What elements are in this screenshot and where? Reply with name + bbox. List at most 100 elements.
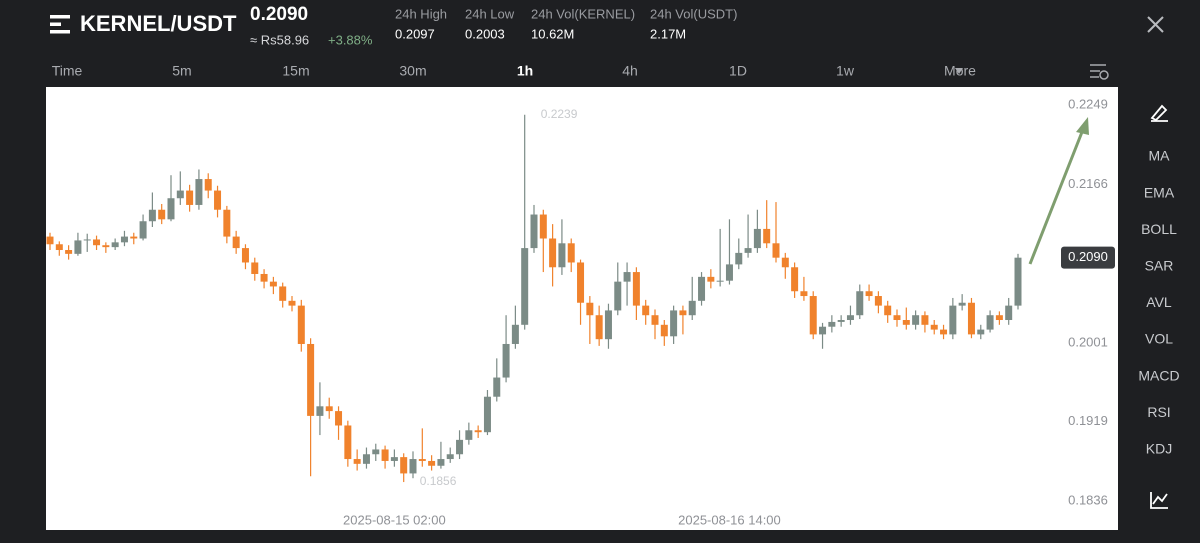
- indicator[interactable]: EMA: [1144, 184, 1175, 200]
- extreme-label: 0.1856: [420, 474, 457, 488]
- extreme-label: 0.2239: [541, 107, 578, 121]
- timeframe[interactable]: 30m: [399, 63, 426, 79]
- candle-body: [102, 245, 110, 248]
- candle-body: [567, 243, 575, 263]
- last-price-badge: [1061, 246, 1115, 269]
- candle-body: [958, 302, 966, 306]
- candle-body: [949, 305, 957, 335]
- candle-body: [940, 329, 948, 335]
- timeframe[interactable]: 4h: [622, 63, 638, 79]
- candle-body: [428, 460, 436, 466]
- candle-body: [93, 239, 101, 246]
- stat-value: 0.2097: [395, 26, 435, 41]
- candle-body: [539, 214, 547, 239]
- candle-body: [595, 315, 603, 340]
- settings-icon[interactable]: [1090, 64, 1109, 80]
- candle-body: [977, 329, 985, 335]
- candle-body: [651, 315, 659, 325]
- chart-icon[interactable]: [1150, 492, 1168, 509]
- candle-body: [604, 310, 612, 340]
- indicator[interactable]: BOLL: [1141, 221, 1177, 237]
- candle-body: [1005, 305, 1013, 321]
- y-tick-label: 0.1836: [1068, 493, 1108, 508]
- timeframe[interactable]: 15m: [282, 63, 309, 79]
- candle-body: [837, 320, 845, 322]
- indicator[interactable]: KDJ: [1146, 441, 1172, 457]
- y-tick-label: 0.2249: [1068, 97, 1108, 112]
- change: +3.88%: [328, 32, 373, 47]
- candle-body: [884, 305, 892, 316]
- candle-body: [707, 276, 715, 282]
- pair[interactable]: KERNEL/USDT: [80, 11, 237, 36]
- candle-body: [176, 190, 184, 199]
- candle-body: [456, 439, 464, 455]
- candle-body: [260, 273, 268, 282]
- timeframe[interactable]: 1D: [729, 63, 747, 79]
- candle-body: [400, 457, 408, 474]
- candle-body: [335, 411, 343, 426]
- candle-body: [679, 310, 687, 316]
- candle-body: [65, 250, 73, 254]
- indicator[interactable]: MA: [1149, 148, 1171, 164]
- y-tick-label: 0.2166: [1068, 176, 1108, 191]
- timeframe[interactable]: 1w: [836, 63, 855, 79]
- timeframe[interactable]: 1h: [517, 63, 533, 79]
- candle-body: [828, 321, 836, 327]
- candle-body: [670, 310, 678, 337]
- x-tick-label: 2025-08-16 14:00: [678, 512, 781, 527]
- candle-body: [791, 267, 799, 292]
- indicator[interactable]: AVL: [1146, 294, 1172, 310]
- candle-body: [55, 244, 63, 251]
- close-icon[interactable]: [1147, 16, 1164, 33]
- candle-body: [130, 236, 138, 239]
- timeframe[interactable]: 5m: [172, 63, 191, 79]
- candle-body: [995, 315, 1003, 321]
- candle-body: [204, 179, 212, 191]
- candle-body: [316, 406, 324, 416]
- candle-body: [856, 291, 864, 316]
- candle-body: [297, 305, 305, 344]
- menu-icon[interactable]: [50, 15, 70, 34]
- fiat-price: ≈ Rs58.96: [250, 32, 309, 47]
- draw-icon[interactable]: [1150, 104, 1168, 122]
- candle-body: [865, 291, 873, 297]
- candle-body: [893, 315, 901, 321]
- candle-body: [186, 190, 194, 205]
- candle-body: [521, 248, 529, 325]
- candle-body: [809, 296, 817, 335]
- candle-body: [325, 406, 333, 412]
- candle-body: [167, 198, 175, 220]
- candle-body: [632, 272, 640, 306]
- candle-body: [344, 425, 352, 460]
- candle-body: [725, 264, 733, 281]
- candle-body: [772, 243, 780, 258]
- candle-body: [353, 459, 361, 464]
- candle-body: [744, 248, 752, 253]
- candle-body: [716, 280, 724, 282]
- indicator[interactable]: MACD: [1138, 367, 1179, 383]
- candle-body: [698, 276, 706, 301]
- candle-body: [446, 454, 454, 460]
- candle-body: [74, 240, 82, 254]
- candle-body: [642, 305, 650, 316]
- indicator[interactable]: RSI: [1147, 404, 1170, 420]
- candle-body: [483, 396, 491, 433]
- timeframe[interactable]: Time: [52, 63, 83, 79]
- last-price-label: 0.2090: [1068, 249, 1108, 264]
- stat-label: 24h Low: [465, 6, 515, 21]
- candle-body: [967, 302, 975, 335]
- candle-body: [120, 236, 128, 243]
- indicator[interactable]: SAR: [1145, 258, 1174, 274]
- candle-body: [83, 239, 91, 241]
- candle-body: [623, 272, 631, 282]
- candle-body: [921, 315, 929, 325]
- stat-value: 10.62M: [531, 26, 574, 41]
- candle-body: [986, 315, 994, 330]
- candle-body: [465, 430, 473, 440]
- indicator[interactable]: VOL: [1145, 331, 1173, 347]
- candle-body: [307, 343, 315, 416]
- candle-body: [846, 315, 854, 321]
- candle-body: [474, 430, 482, 433]
